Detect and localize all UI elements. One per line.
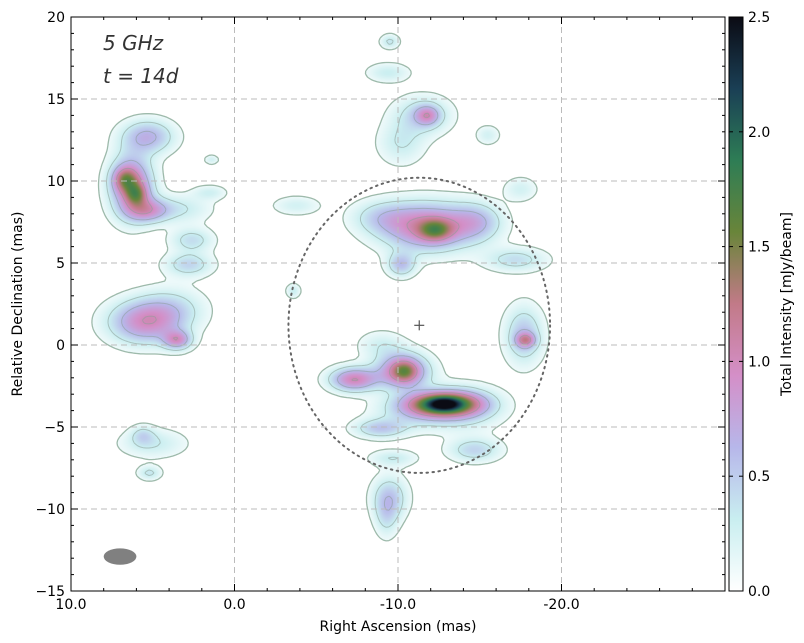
colorbar-ticks: 0.0 0.5 1.0 1.5 2.0 2.5	[729, 10, 770, 600]
y-tick-label: −10	[35, 502, 65, 518]
colorbar-title: Total Intensity [mJy/beam]	[779, 212, 795, 397]
center-cross-marker	[414, 320, 425, 331]
beam-ellipse	[103, 548, 137, 565]
y-tick-label: 0	[56, 338, 65, 354]
x-tick-label: 10.0	[55, 597, 86, 613]
colorbar-tick-label: 0.0	[748, 584, 770, 600]
intensity-contours	[91, 32, 554, 542]
colorbar-tick-label: 2.5	[748, 10, 770, 26]
y-tick-label: 10	[47, 174, 65, 190]
axis-ticks: 10.0 0.0 -10.0 -20.0 20 15 10 5 0 −5 −10 −15	[35, 10, 726, 613]
colorbar-tick-label: 2.0	[748, 125, 770, 141]
time-annotation: t = 14d	[103, 64, 179, 88]
y-tick-label: 20	[47, 10, 65, 26]
colorbar	[728, 16, 744, 592]
y-tick-label: 5	[56, 256, 65, 272]
contour-level	[106, 38, 541, 528]
reference-ellipse	[287, 176, 552, 474]
frequency-annotation: 5 GHz	[103, 31, 164, 55]
intensity-heatmap	[71, 17, 725, 591]
colorbar-tick-label: 0.5	[748, 469, 770, 485]
contour-level	[115, 112, 532, 418]
y-axis-title: Relative Declination (mas)	[10, 212, 26, 397]
y-tick-label: 15	[47, 92, 65, 108]
colorbar-tick-label: 1.5	[748, 240, 770, 256]
x-tick-label: -10.0	[380, 597, 416, 613]
x-tick-label: 0.0	[223, 597, 245, 613]
x-axis-title: Right Ascension (mas)	[320, 619, 477, 635]
y-tick-label: −15	[35, 584, 65, 600]
colorbar-tick-label: 1.0	[748, 354, 770, 370]
contour-level	[91, 32, 554, 542]
grid-lines	[71, 17, 725, 591]
y-tick-label: −5	[44, 420, 65, 436]
x-tick-label: -20.0	[543, 597, 579, 613]
